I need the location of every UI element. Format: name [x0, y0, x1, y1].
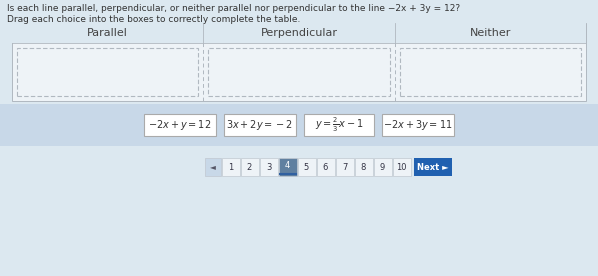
Text: 7: 7 [342, 163, 347, 171]
Text: 6: 6 [323, 163, 328, 171]
FancyBboxPatch shape [279, 158, 297, 176]
Text: 8: 8 [361, 163, 366, 171]
FancyBboxPatch shape [224, 114, 296, 136]
FancyBboxPatch shape [374, 158, 392, 176]
Text: Drag each choice into the boxes to correctly complete the table.: Drag each choice into the boxes to corre… [7, 15, 300, 24]
Text: 4: 4 [285, 161, 290, 171]
Text: 1: 1 [228, 163, 233, 171]
Text: Is each line parallel, perpendicular, or neither parallel nor perpendicular to t: Is each line parallel, perpendicular, or… [7, 4, 460, 13]
Text: $3x+2y=-2$: $3x+2y=-2$ [227, 118, 294, 132]
FancyBboxPatch shape [304, 114, 374, 136]
FancyBboxPatch shape [297, 158, 316, 176]
Text: 10: 10 [396, 163, 407, 171]
Text: Perpendicular: Perpendicular [261, 28, 337, 38]
FancyBboxPatch shape [335, 158, 353, 176]
FancyBboxPatch shape [144, 114, 216, 136]
Text: $-2x+y=12$: $-2x+y=12$ [148, 118, 212, 132]
FancyBboxPatch shape [413, 158, 451, 176]
FancyBboxPatch shape [12, 23, 586, 101]
Text: $-2x+3y=11$: $-2x+3y=11$ [383, 118, 453, 132]
Text: ◄: ◄ [209, 163, 215, 171]
Text: Neither: Neither [469, 28, 511, 38]
Text: 9: 9 [380, 163, 385, 171]
FancyBboxPatch shape [0, 104, 598, 146]
Text: $y=\frac{2}{3}x-1$: $y=\frac{2}{3}x-1$ [315, 116, 363, 134]
Text: 5: 5 [304, 163, 309, 171]
Text: Next ►: Next ► [417, 163, 448, 171]
FancyBboxPatch shape [12, 23, 586, 43]
FancyBboxPatch shape [205, 158, 221, 176]
FancyBboxPatch shape [316, 158, 334, 176]
FancyBboxPatch shape [221, 158, 240, 176]
Text: 2: 2 [247, 163, 252, 171]
FancyBboxPatch shape [382, 114, 454, 136]
FancyBboxPatch shape [392, 158, 410, 176]
Text: Parallel: Parallel [87, 28, 128, 38]
FancyBboxPatch shape [260, 158, 277, 176]
Text: 3: 3 [266, 163, 271, 171]
FancyBboxPatch shape [355, 158, 373, 176]
FancyBboxPatch shape [240, 158, 258, 176]
